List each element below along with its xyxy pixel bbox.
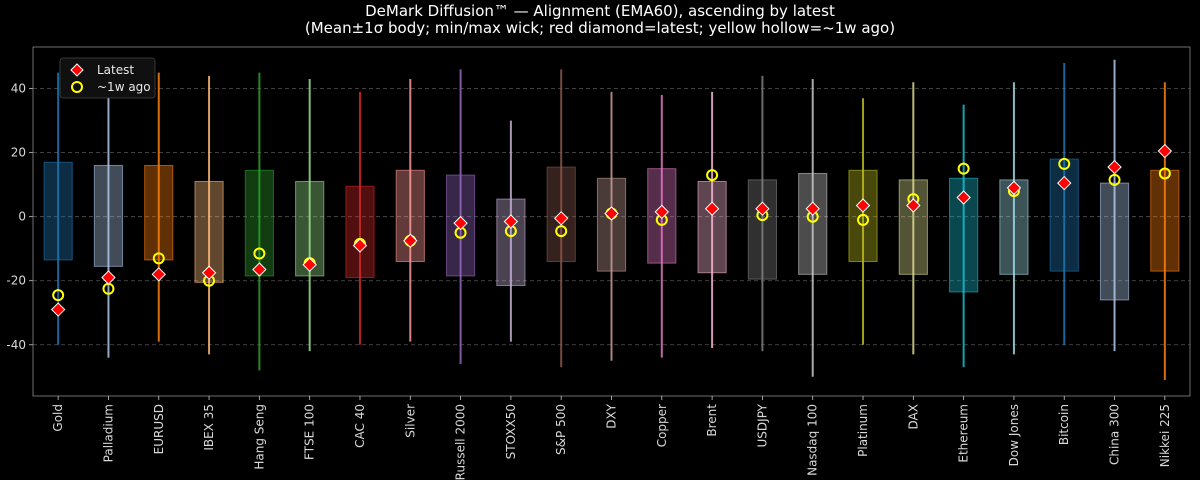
body-box xyxy=(144,164,174,261)
latest-marker xyxy=(654,204,670,220)
x-tick-label: Hang Seng xyxy=(252,404,266,470)
latest-marker xyxy=(704,201,720,216)
latest-marker xyxy=(151,267,166,282)
body-box xyxy=(546,166,576,263)
latest-marker xyxy=(1057,175,1072,191)
latest-marker xyxy=(755,201,770,216)
latest-marker xyxy=(1107,159,1122,175)
body-box xyxy=(43,161,73,261)
x-tick-label: S&P 500 xyxy=(554,404,568,455)
week-ago-marker xyxy=(706,169,719,182)
latest-marker xyxy=(604,206,619,221)
x-tick-label: Brent xyxy=(705,404,719,437)
x-tick-label: DXY xyxy=(605,403,619,428)
x-tick-label: Ethereum xyxy=(957,404,971,463)
x-tick-label: China 300 xyxy=(1108,404,1122,465)
body-box xyxy=(697,180,727,274)
latest-marker xyxy=(101,270,116,285)
y-tick-label: 0 xyxy=(18,210,26,224)
x-tick-label: Platinum xyxy=(856,404,870,457)
x-tick-label: Dow Jones xyxy=(1007,404,1021,466)
latest-marker xyxy=(553,211,569,226)
latest-marker xyxy=(1006,180,1022,196)
latest-marker xyxy=(956,190,971,205)
y-tick-label: 40 xyxy=(11,82,26,96)
x-tick-label: CAC 40 xyxy=(353,404,367,448)
body-box xyxy=(1150,169,1180,272)
y-tick-label: -20 xyxy=(6,274,26,288)
latest-marker xyxy=(252,262,267,277)
x-tick-label: Gold xyxy=(51,404,65,432)
axes-layer: -40 -20 0 20 40 Gold Palladium EURUSD IBEX 35 Han… xyxy=(6,46,1191,480)
body-box xyxy=(345,185,375,279)
x-tick-label: STOXX50 xyxy=(504,404,518,459)
legend: Latest ~1w ago xyxy=(59,57,156,99)
x-tick-label: Copper xyxy=(655,404,669,447)
legend-box xyxy=(59,57,156,99)
chart-subtitle: (Mean±1σ body; min/max wick; red diamond… xyxy=(305,19,895,37)
y-tick-label: 20 xyxy=(11,146,26,160)
x-tick-label: Nasdaq 100 xyxy=(806,404,820,476)
x-tick-label: Nikkei 225 xyxy=(1158,404,1172,467)
latest-marker xyxy=(201,265,217,280)
x-tick-label: Palladium xyxy=(101,404,115,462)
legend-week-ago-label: ~1w ago xyxy=(97,80,151,94)
x-tick-label: USDJPY xyxy=(755,403,769,447)
week-ago-marker xyxy=(555,225,568,238)
legend-latest-label: Latest xyxy=(97,63,134,77)
latest-marker xyxy=(855,198,871,213)
x-tick-label: FTSE 100 xyxy=(303,404,317,460)
plot-layer xyxy=(43,59,1180,380)
body-box xyxy=(898,179,928,275)
body-box xyxy=(1099,182,1130,301)
latest-marker xyxy=(906,198,921,213)
grid-layer xyxy=(33,88,1190,346)
x-tick-label: Silver xyxy=(403,404,417,438)
latest-marker xyxy=(453,215,468,231)
week-ago-marker xyxy=(1108,173,1121,186)
week-ago-marker xyxy=(253,247,266,260)
body-box xyxy=(798,172,828,275)
body-box xyxy=(496,198,526,287)
week-ago-marker xyxy=(957,162,970,175)
body-box xyxy=(1049,158,1079,272)
x-tick-label: DAX xyxy=(906,404,920,429)
latest-marker xyxy=(805,201,820,216)
week-ago-marker xyxy=(857,213,870,226)
body-box xyxy=(747,179,777,280)
latest-marker xyxy=(1157,143,1173,159)
latest-marker xyxy=(503,214,519,229)
x-tick-label: Russell 2000 xyxy=(454,404,468,480)
legend-week-ago-marker xyxy=(71,81,83,93)
latest-marker xyxy=(50,302,66,317)
x-tick-label: Bitcoin xyxy=(1057,404,1071,445)
x-tick-label: EURUSD xyxy=(152,404,166,454)
latest-marker xyxy=(352,238,368,253)
chart-title: DeMark Diffusion™ — Alignment (EMA60), a… xyxy=(365,2,835,20)
week-ago-marker xyxy=(152,252,165,265)
week-ago-marker xyxy=(52,289,65,302)
latest-marker xyxy=(403,233,418,248)
body-box xyxy=(93,164,124,267)
latest-marker xyxy=(302,257,317,272)
body-box xyxy=(596,177,627,272)
x-tick-label: IBEX 35 xyxy=(202,404,216,451)
y-tick-label: -40 xyxy=(6,338,26,352)
body-box xyxy=(244,169,274,277)
week-ago-marker xyxy=(1058,157,1071,170)
week-ago-marker xyxy=(1158,167,1171,180)
legend-latest-marker xyxy=(70,63,84,77)
